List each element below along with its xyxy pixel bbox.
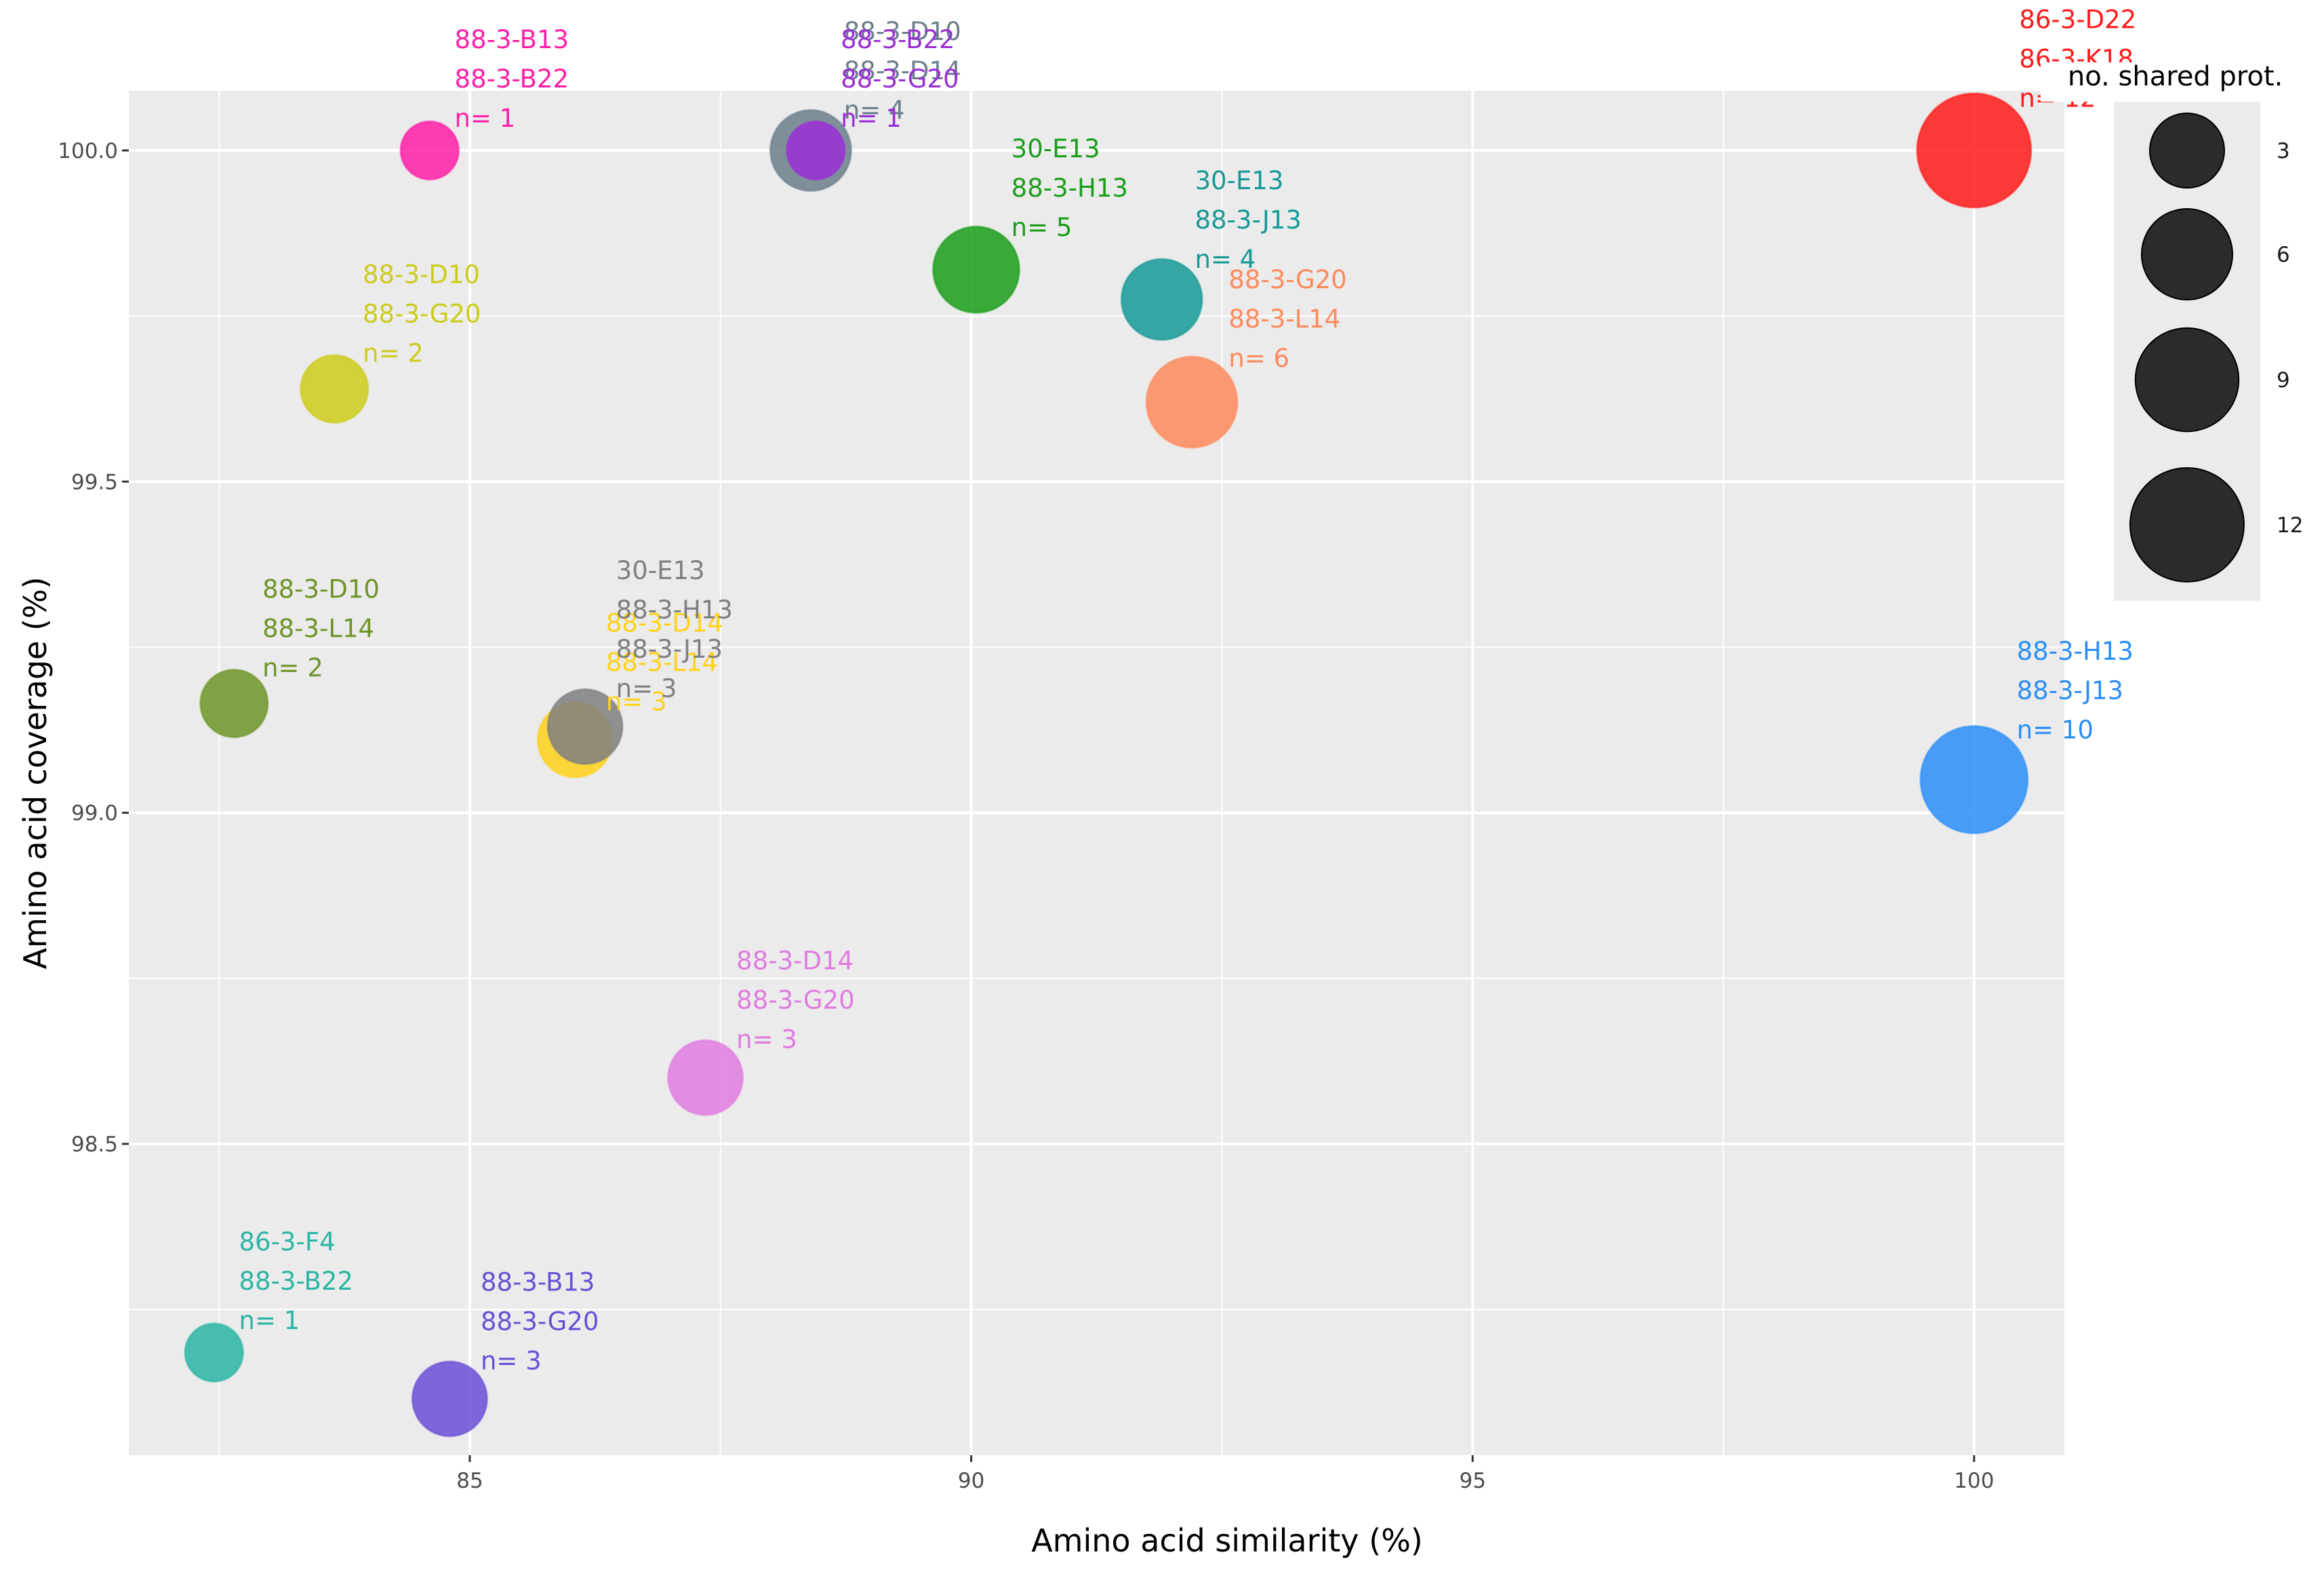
data-point bbox=[1919, 725, 2029, 835]
point-labels: 88-3-B13 88-3-B22 n= 1 88-3-D10 88-3-D14 n= 4… bbox=[239, 5, 2137, 1375]
data-label: 88-3-B13 88-3-G20 n= 3 bbox=[481, 1267, 599, 1375]
legend-key bbox=[2149, 113, 2225, 189]
data-label: 86-3-F4 88-3-B22 n= 1 bbox=[239, 1227, 353, 1335]
data-point bbox=[1145, 355, 1239, 449]
legend-key bbox=[2129, 467, 2245, 582]
data-point bbox=[300, 354, 369, 424]
data-point bbox=[786, 120, 846, 181]
legend-label: 6 bbox=[2277, 243, 2290, 267]
data-label: 88-3-B13 88-3-B22 n= 1 bbox=[455, 25, 569, 133]
legend-label: 12 bbox=[2277, 513, 2303, 538]
data-point bbox=[1916, 92, 2032, 209]
data-point bbox=[399, 120, 460, 181]
data-label: 30-E13 88-3-H13 n= 5 bbox=[1011, 134, 1128, 242]
y-tick-label: 98.5 bbox=[71, 1132, 118, 1157]
x-tick-label: 90 bbox=[958, 1469, 984, 1493]
x-tick-label: 100 bbox=[1954, 1469, 1994, 1493]
legend-entries: 3 6 9 12 bbox=[2129, 113, 2303, 582]
y-axis-title: Amino acid coverage (%) bbox=[17, 577, 54, 970]
data-point bbox=[667, 1039, 744, 1116]
data-label: 88-3-D10 88-3-L14 n= 2 bbox=[262, 575, 380, 683]
data-label: 88-3-D10 88-3-D14 n= 4 bbox=[844, 17, 961, 125]
legend-key bbox=[2134, 327, 2240, 433]
data-label: 30-E13 88-3-J13 n= 4 bbox=[1195, 166, 1301, 274]
data-label: 88-3-D14 88-3-L14 n= 3 bbox=[606, 609, 723, 717]
x-tick-label: 85 bbox=[456, 1469, 483, 1493]
data-point bbox=[1120, 258, 1203, 341]
legend-title: no. shared prot. bbox=[2068, 61, 2283, 92]
legend-label: 9 bbox=[2277, 368, 2290, 393]
data-label: 88-3-D10 88-3-G20 n= 2 bbox=[363, 260, 481, 368]
y-tick-label: 100.0 bbox=[58, 139, 118, 163]
data-point bbox=[546, 688, 624, 766]
y-tick-label: 99.0 bbox=[71, 801, 118, 826]
y-tick-label: 99.5 bbox=[71, 470, 118, 494]
data-label: 30-E13 88-3-H13 88-3-J13 n= 3 bbox=[616, 556, 733, 703]
size-legend: no. shared prot. 3 6 9 12 bbox=[2041, 61, 2324, 601]
major-gridlines bbox=[129, 91, 2064, 1455]
data-label: 88-3-H13 88-3-J13 n= 10 bbox=[2017, 637, 2133, 745]
data-point bbox=[411, 1360, 488, 1438]
data-label: 88-3-D14 88-3-G20 n= 3 bbox=[736, 947, 854, 1054]
plot-panel bbox=[129, 91, 2064, 1455]
data-point bbox=[199, 669, 269, 738]
legend-background bbox=[2041, 62, 2324, 102]
data-point bbox=[932, 225, 1020, 314]
x-axis-ticks: 85 90 95 100 bbox=[456, 1455, 1994, 1493]
data-label: 88-3-B22 88-3-G20 n= 1 bbox=[841, 25, 959, 133]
data-point bbox=[184, 1322, 244, 1383]
x-tick-label: 95 bbox=[1460, 1469, 1486, 1493]
y-axis-ticks: 98.5 99.0 99.5 100.0 bbox=[58, 139, 129, 1157]
minor-gridlines bbox=[129, 91, 2064, 1455]
x-axis-title: Amino acid similarity (%) bbox=[1031, 1522, 1423, 1559]
legend-key bbox=[2140, 207, 2234, 301]
legend-label: 3 bbox=[2277, 139, 2290, 163]
data-points bbox=[184, 92, 2032, 1438]
data-label: 88-3-G20 88-3-L14 n= 6 bbox=[1228, 265, 1346, 373]
